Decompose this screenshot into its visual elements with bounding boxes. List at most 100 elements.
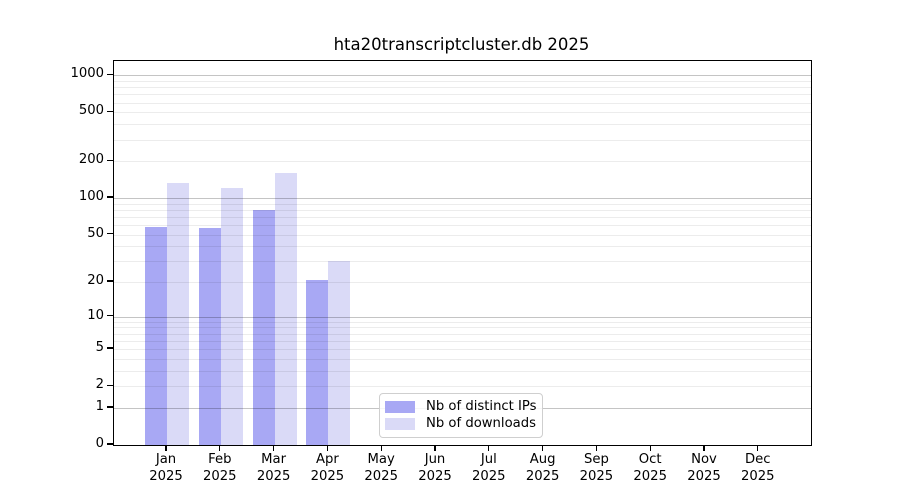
y-tick-label: 0: [95, 436, 104, 451]
x-tick-label: Jul 2025: [457, 452, 521, 485]
gridline-minor: [114, 161, 811, 163]
x-tick-label: Jun 2025: [403, 452, 467, 485]
y-tick-label: 1: [95, 398, 104, 414]
x-tick-mark: [703, 445, 705, 451]
bar-downloads-mar: [274, 173, 297, 445]
x-tick-year: 2025: [633, 468, 667, 484]
x-tick-year: 2025: [741, 468, 775, 484]
gridline-major: [114, 75, 811, 77]
x-tick-mark: [326, 445, 329, 451]
y-tick-label: 500: [78, 103, 104, 119]
gridline-minor: [114, 94, 811, 96]
gridline-minor: [114, 386, 811, 388]
y-tick-label: 100: [78, 189, 104, 205]
y-tick-mark: [107, 232, 113, 235]
gridline-minor: [114, 261, 811, 263]
y-tick-mark: [107, 443, 113, 445]
gridline-minor: [114, 124, 811, 126]
x-tick-year: 2025: [149, 468, 183, 484]
gridline-minor: [114, 327, 811, 329]
y-tick-label: 50: [87, 225, 104, 241]
legend: Nb of distinct IPs Nb of downloads: [379, 393, 543, 438]
x-tick-label: Aug 2025: [511, 452, 575, 485]
chart-title: hta20transcriptcluster.db 2025: [333, 35, 590, 54]
x-tick-year: 2025: [579, 468, 614, 484]
y-tick-mark: [107, 347, 113, 349]
x-tick-label: Apr 2025: [295, 452, 359, 485]
x-tick-mark: [541, 445, 544, 451]
gridline-minor: [114, 203, 811, 205]
bars-layer: [114, 61, 811, 445]
y-tick-mark: [107, 280, 113, 282]
gridline-minor: [114, 349, 811, 351]
gridline-minor: [114, 139, 811, 141]
x-tick-year: 2025: [472, 468, 506, 484]
y-tick-mark: [107, 196, 113, 198]
plot-area: [113, 60, 812, 446]
y-tick-label: 200: [78, 152, 104, 168]
y-tick-mark: [107, 110, 113, 113]
legend-row-distinct-ips: Nb of distinct IPs: [385, 398, 537, 416]
y-tick-mark: [107, 73, 113, 76]
y-tick-mark: [107, 159, 113, 161]
gridline-minor: [114, 340, 811, 342]
y-tick-mark: [107, 406, 113, 408]
legend-swatch-downloads-icon: [385, 418, 415, 431]
x-tick-mark: [272, 445, 275, 451]
x-tick-year: 2025: [310, 468, 345, 484]
gridline-major: [114, 316, 811, 318]
gridline-minor: [114, 216, 811, 218]
y-tick-label: 2: [95, 377, 104, 393]
bar-downloads-apr: [328, 261, 351, 445]
gridline-minor: [114, 87, 811, 89]
x-tick-mark: [649, 445, 651, 451]
gridline-minor: [114, 333, 811, 335]
gridline-minor: [114, 234, 811, 236]
gridline-minor: [114, 246, 811, 248]
x-tick-year: 2025: [256, 468, 291, 484]
y-tick-mark: [107, 315, 113, 317]
gridline-minor: [114, 102, 811, 104]
gridline-minor: [114, 209, 811, 211]
x-tick-label: Oct 2025: [618, 452, 682, 485]
gridline-minor: [114, 321, 811, 323]
x-tick-year: 2025: [364, 468, 398, 484]
bar-downloads-jan: [167, 182, 189, 445]
bar-distinct-ips-jan: [145, 226, 167, 445]
x-tick-mark: [488, 445, 490, 451]
x-tick-label: Mar 2025: [242, 452, 306, 485]
x-tick-label: Jan 2025: [134, 452, 198, 485]
x-tick-mark: [434, 445, 436, 451]
bar-downloads-feb: [220, 187, 243, 445]
y-tick-label: 1000: [70, 66, 104, 82]
y-tick-label: 20: [87, 273, 104, 289]
legend-row-downloads: Nb of downloads: [385, 416, 536, 434]
gridline-minor: [114, 81, 811, 83]
x-tick-mark: [219, 445, 221, 451]
gridline-minor: [114, 112, 811, 114]
x-tick-mark: [595, 445, 598, 451]
gridline-major: [114, 198, 811, 200]
x-tick-year: 2025: [203, 468, 237, 484]
gridline-minor: [114, 225, 811, 227]
x-tick-label: Nov 2025: [672, 452, 736, 485]
gridline-minor: [114, 358, 811, 360]
bar-distinct-ips-apr: [306, 279, 329, 445]
x-tick-label: May 2025: [349, 452, 413, 485]
legend-label-downloads: Nb of downloads: [426, 416, 536, 432]
y-tick-label: 5: [95, 340, 104, 356]
gridline-minor: [114, 282, 811, 284]
x-tick-mark: [380, 445, 382, 451]
x-tick-mark: [757, 445, 759, 451]
gridline-minor: [114, 370, 811, 372]
legend-swatch-distinct-ips-icon: [385, 400, 415, 413]
x-tick-year: 2025: [525, 468, 560, 484]
y-tick-mark: [107, 384, 113, 386]
x-tick-label: Dec 2025: [726, 452, 790, 485]
x-tick-label: Feb 2025: [188, 452, 252, 485]
bar-distinct-ips-feb: [198, 227, 221, 445]
x-tick-year: 2025: [687, 468, 721, 484]
x-tick-mark: [165, 445, 167, 451]
x-tick-year: 2025: [418, 468, 452, 484]
